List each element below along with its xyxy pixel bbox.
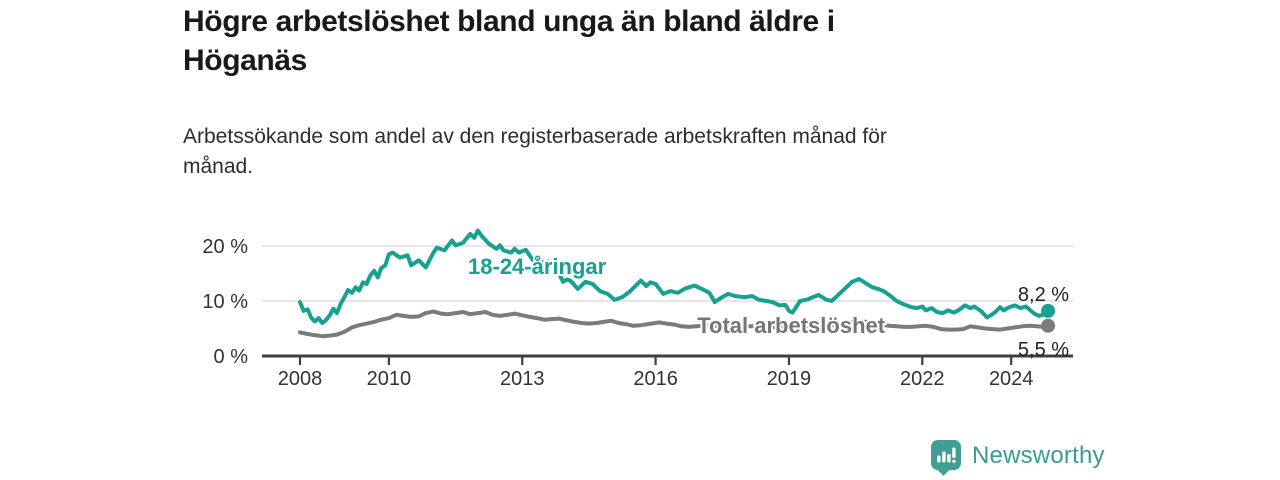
y-tick-label-20: 20 %	[202, 236, 248, 258]
x-tick-label-2010: 2010	[367, 368, 412, 390]
bar-chart-speech-bubble-icon	[931, 440, 961, 476]
x-tick-label-2008: 2008	[278, 368, 323, 390]
series-inline-label-total: Total arbetslöshet	[697, 313, 886, 338]
brand-wordmark: Newsworthy	[972, 442, 1105, 469]
x-tick-label-2022: 2022	[900, 368, 945, 390]
chart-subtitle: Arbetssökande som andel av den registerb…	[183, 122, 1043, 182]
end-dot-total	[1041, 318, 1056, 333]
series-line-total	[298, 309, 1051, 339]
x-tick-label-2016: 2016	[633, 368, 678, 390]
end-value-label-young: 8,2 %	[1018, 284, 1069, 306]
end-value-label-total: 5,5 %	[1018, 339, 1069, 361]
logo-bars-icon	[937, 447, 956, 463]
end-dot-young	[1041, 303, 1056, 318]
chart-title-line2: Höganäs	[183, 44, 307, 77]
speech-bubble	[931, 440, 961, 470]
y-tick-label-10: 10 %	[202, 291, 248, 313]
x-tick-label-2019: 2019	[767, 368, 812, 390]
x-tick-label-2013: 2013	[500, 368, 545, 390]
newsworthy-logo: Newsworthy	[931, 440, 1105, 478]
x-tick-label-2024: 2024	[989, 368, 1034, 390]
chart-subtitle-line2: månad.	[183, 155, 254, 178]
chart-subtitle-line1: Arbetssökande som andel av den registerb…	[183, 125, 887, 148]
y-tick-label-0: 0 %	[214, 346, 249, 368]
series-inline-label-young: 18-24-åringar	[468, 254, 607, 279]
chart-title-line1: Högre arbetslöshet bland unga än bland ä…	[183, 5, 835, 38]
chart-title: Högre arbetslöshet bland unga än bland ä…	[183, 2, 1033, 80]
series-line-young	[298, 228, 1051, 325]
